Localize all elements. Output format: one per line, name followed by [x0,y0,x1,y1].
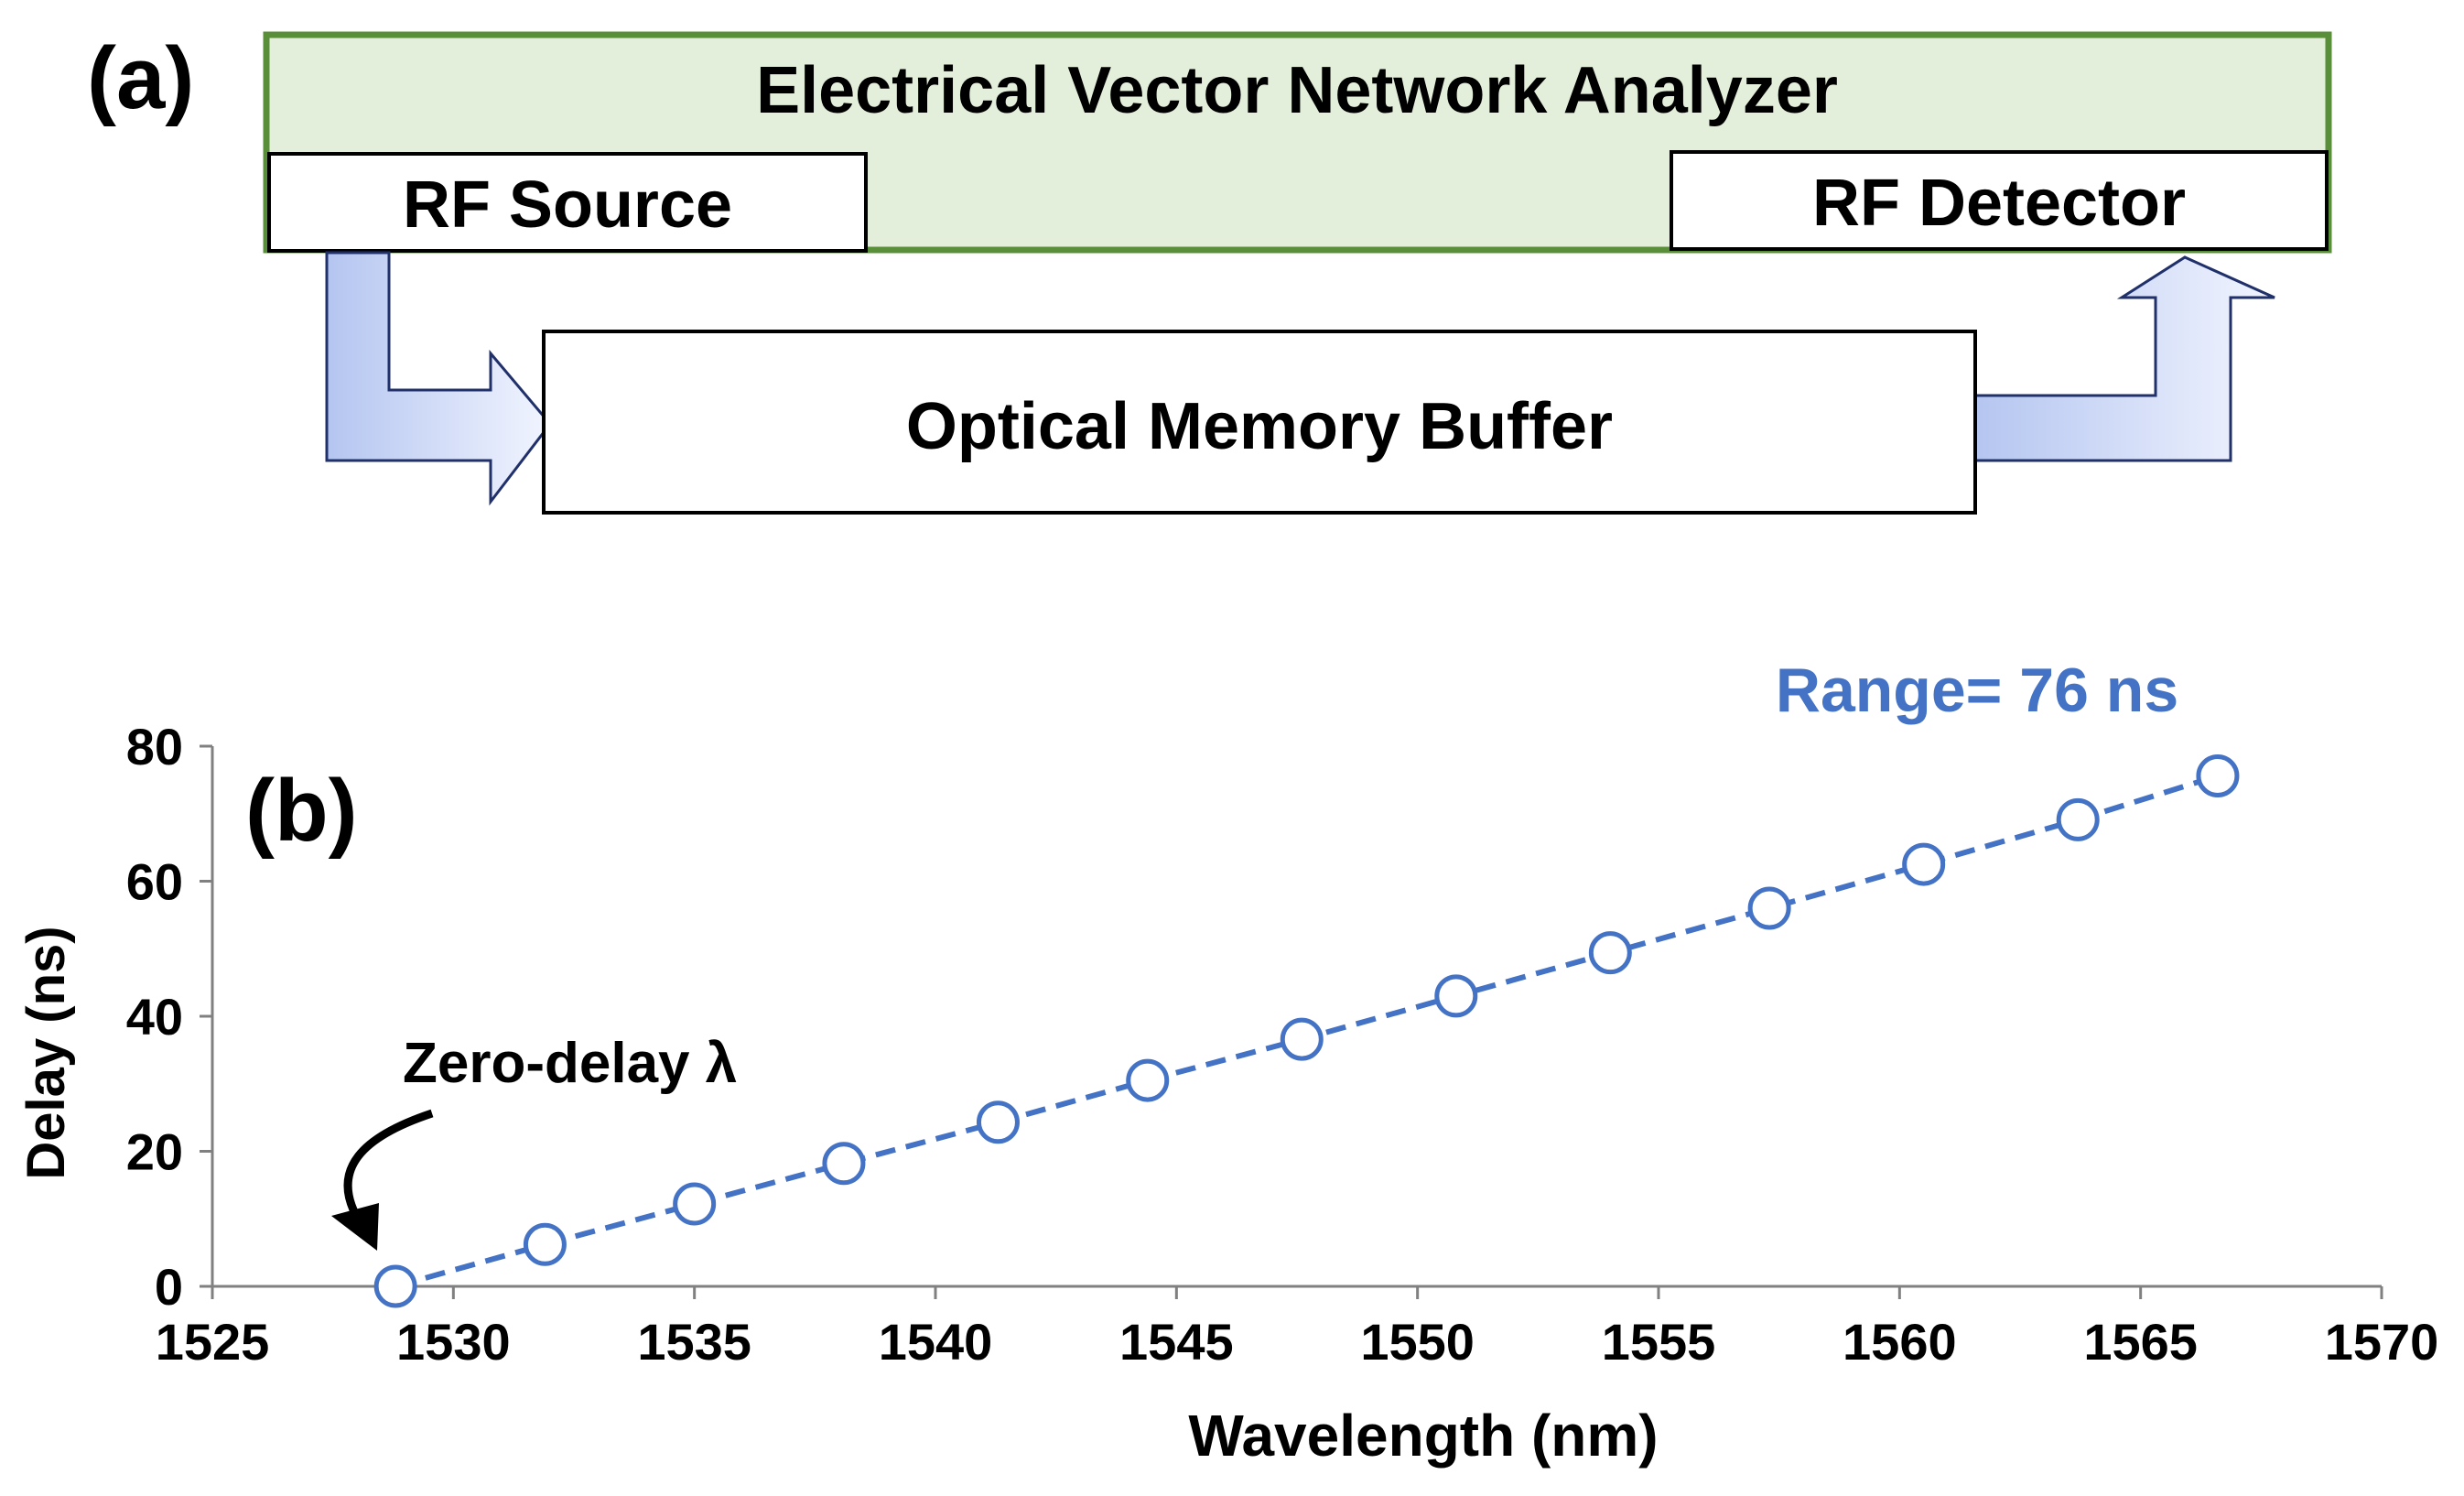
data-point [1588,931,1632,975]
data-point [976,1100,1020,1144]
buffer-to-detector-arrow [1972,255,2275,462]
rf-detector-label: RF Detector [1812,167,2186,240]
range-annotation: Range= 76 ns [1776,656,2178,725]
y-tick-label: 20 [126,1123,183,1181]
y-tick-label: 80 [126,718,183,775]
zero-delay-pointer-head [331,1203,379,1251]
source-to-buffer-arrow [325,251,552,506]
panel-b: (b) Range= 76 ns 1525 1530 1535 1540 1545 155… [16,656,2438,1469]
x-tick-label: 1555 [1602,1313,1716,1371]
panel-a: (a) Electrical Vector Network Analyzer R… [87,29,2332,515]
panel-b-label: (b) [245,762,358,860]
y-tick-label: 40 [126,988,183,1046]
rf-source-box [267,152,868,253]
vna-title: Electrical Vector Network Analyzer [756,54,1838,127]
y-tick-label: 0 [155,1258,183,1316]
y-tick-label: 60 [126,853,183,911]
data-point [2056,797,2100,841]
optical-memory-buffer-box [542,330,1977,515]
data-point [1126,1058,1170,1102]
x-tick-label: 1525 [156,1313,270,1371]
data-point [673,1182,717,1226]
y-axis-title: Delay (ns) [16,926,76,1179]
optical-memory-buffer-label: Optical Memory Buffer [906,390,1613,463]
x-tick-label: 1570 [2325,1313,2439,1371]
data-point [1280,1017,1324,1061]
x-tick-label: 1540 [879,1313,993,1371]
x-tick-label: 1530 [396,1313,511,1371]
data-point [523,1222,567,1266]
x-tick-label: 1550 [1360,1313,1475,1371]
data-point [373,1264,417,1308]
x-tick-label: 1535 [637,1313,751,1371]
x-tick-label: 1560 [1843,1313,1957,1371]
zero-delay-pointer-arrow [343,1109,434,1228]
panel-a-label: (a) [87,29,194,127]
data-point [1902,842,1946,886]
data-point [1747,886,1791,930]
zero-delay-annotation: Zero-delay λ [403,1032,737,1095]
x-tick-label: 1545 [1119,1313,1234,1371]
chart-area: 1525 1530 1535 1540 1545 1550 1555 1560 1565 1570… [126,718,2439,1371]
rf-source-label: RF Source [403,168,732,242]
x-axis-title: Wavelength (nm) [1188,1403,1658,1469]
data-point [1434,974,1478,1018]
data-point [2196,753,2240,797]
data-point [822,1142,866,1186]
x-tick-label: 1565 [2083,1313,2198,1371]
rf-detector-box [1670,150,2329,251]
